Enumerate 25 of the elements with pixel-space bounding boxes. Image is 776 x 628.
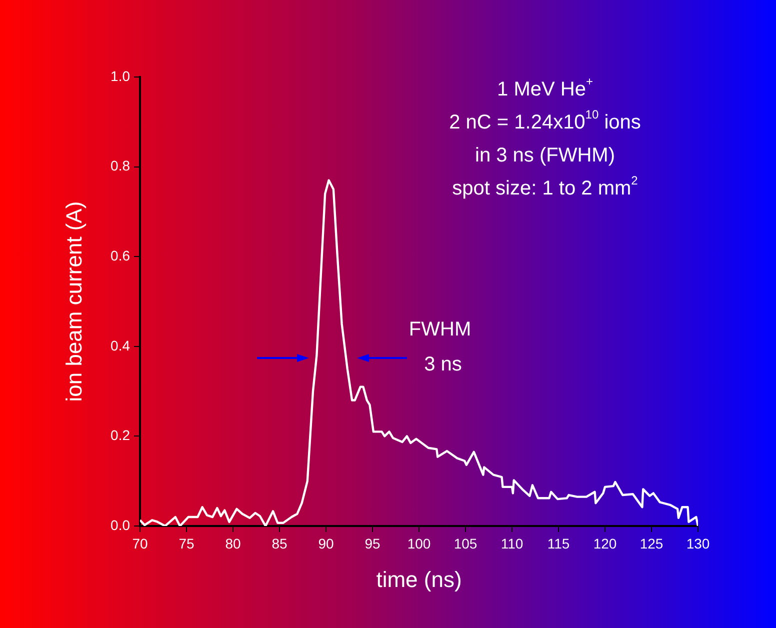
x-tick-label: 90 [318,535,334,552]
y-tick-label: 1.0 [110,68,130,84]
x-tick-label: 75 [178,535,194,552]
x-tick-label: 120 [593,535,617,552]
y-axis-title: ion beam current (A) [61,201,86,402]
x-axis-title: time (ns) [376,566,462,592]
y-tick-label: 0.8 [110,158,130,174]
y-tick-label: 0.4 [110,337,130,354]
annotation: in 3 ns (FWHM) [475,144,615,167]
annotation: 3 ns [424,354,462,376]
x-tick-label: 70 [132,535,148,552]
x-tick-label: 130 [686,535,710,552]
y-tick-label: 0.6 [110,247,130,264]
x-tick-label: 125 [640,535,664,552]
x-tick-label: 105 [454,535,478,552]
y-tick-label: 0.0 [110,516,130,533]
x-tick-label: 115 [547,535,570,552]
x-tick-label: 100 [407,535,431,552]
annotation: FWHM [408,318,472,341]
x-tick-label: 95 [364,535,380,552]
annotation: 1 MeV He+ [497,74,593,101]
y-tick-label: 0.2 [110,427,130,444]
x-tick-label: 85 [272,535,288,552]
x-tick-label: 80 [225,535,241,552]
x-tick-label: 110 [500,535,524,552]
